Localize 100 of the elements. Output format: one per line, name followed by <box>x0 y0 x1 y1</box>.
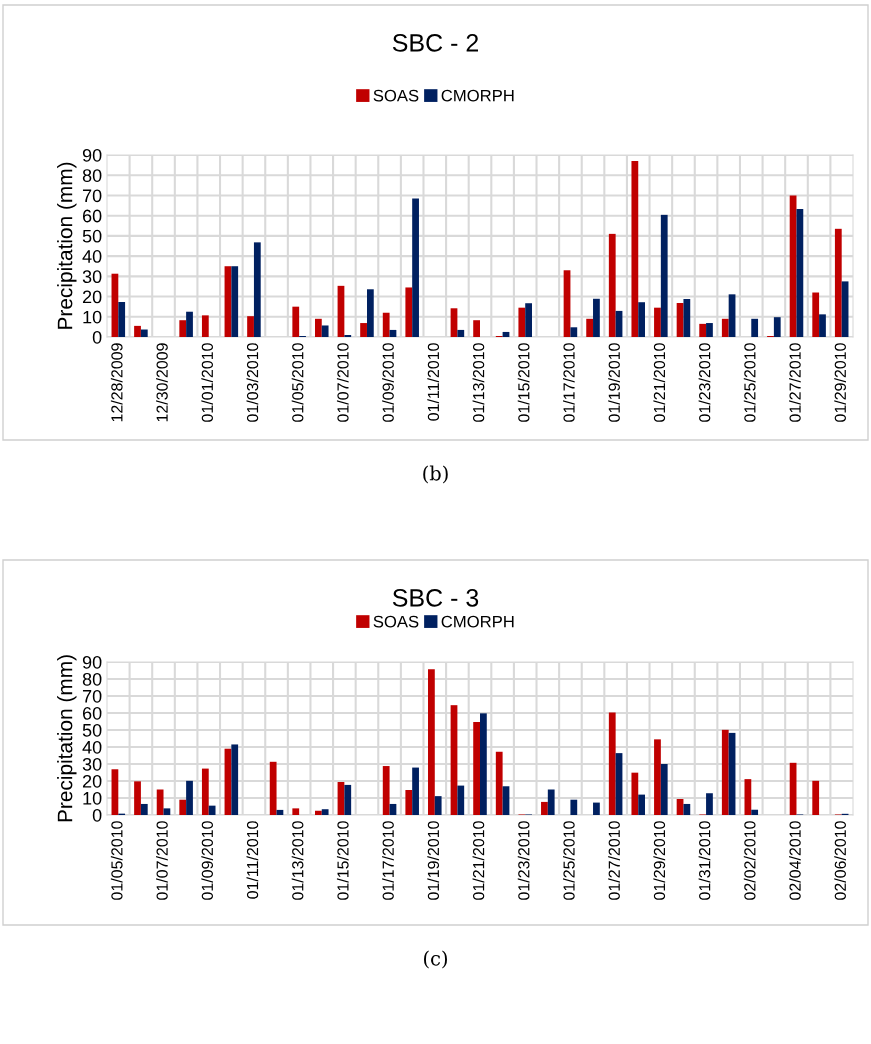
y-tick-label: 90 <box>82 655 102 669</box>
y-tick-label: 20 <box>82 290 102 304</box>
text: (b) <box>423 465 448 484</box>
bar <box>163 808 171 815</box>
y-axis-title: Precipitation (mm) <box>57 162 77 329</box>
x-tick-label: 01/03/2010 <box>246 343 259 422</box>
x-tick-label: 01/07/2010 <box>156 821 168 900</box>
bar <box>412 198 419 337</box>
bar <box>541 801 548 815</box>
bar <box>231 266 239 337</box>
x-tick-label: 02/06/2010 <box>834 821 846 900</box>
bar <box>834 228 842 337</box>
bar <box>819 314 826 337</box>
x-tick-label: 01/11/2010 <box>246 821 259 899</box>
chart-title: SBC - 2 <box>392 34 479 52</box>
x-tick-label: 01/25/2010 <box>743 343 756 422</box>
bar <box>593 298 600 337</box>
x-tick-label: 01/05/2010 <box>110 821 123 900</box>
legend-label: CMORPH <box>441 89 514 102</box>
bar <box>428 669 435 815</box>
y-tick-label: 80 <box>82 169 102 182</box>
x-tick-label: 01/17/2010 <box>562 343 575 422</box>
y-tick-label: 0 <box>92 330 102 344</box>
y-tick-label: 10 <box>83 791 102 805</box>
x-tick-label: 01/27/2010 <box>789 343 801 422</box>
bar <box>457 329 465 337</box>
bar <box>321 809 329 815</box>
bar <box>247 316 254 337</box>
bar <box>434 796 442 815</box>
x-tick-label: 02/02/2010 <box>743 821 756 900</box>
bar <box>683 298 691 337</box>
x-tick-label: 01/15/2010 <box>336 821 349 900</box>
bar <box>721 729 729 815</box>
y-tick-label: 60 <box>82 706 102 720</box>
bar <box>473 320 480 337</box>
bar <box>344 334 352 337</box>
x-tick-label: 01/19/2010 <box>608 343 620 422</box>
bar <box>638 302 646 337</box>
bar <box>608 712 616 815</box>
x-tick-label: 01/29/2010 <box>653 821 666 900</box>
x-tick-label: 01/27/2010 <box>608 821 620 900</box>
bar <box>796 208 804 337</box>
bar <box>773 317 781 337</box>
bar <box>751 809 759 815</box>
bar <box>412 767 419 815</box>
bar <box>314 318 322 337</box>
bar <box>570 327 578 337</box>
bar <box>360 323 367 337</box>
x-tick-label: 01/23/2010 <box>517 821 530 900</box>
bar <box>593 802 600 815</box>
bar <box>744 779 752 815</box>
bar <box>118 302 126 337</box>
bar <box>186 780 193 815</box>
bar <box>706 793 713 815</box>
bar <box>721 318 729 337</box>
x-tick-label: 01/29/2010 <box>834 343 846 422</box>
x-tick-label: 01/15/2010 <box>517 343 530 422</box>
bar <box>518 307 526 337</box>
x-tick-label: 02/04/2010 <box>789 821 801 900</box>
x-tick-label: 01/25/2010 <box>562 821 575 900</box>
y-tick-label: 80 <box>82 672 102 686</box>
bar <box>654 739 661 815</box>
bar <box>140 803 148 815</box>
bar <box>382 312 390 337</box>
y-tick-label: 30 <box>82 270 102 284</box>
y-tick-label: 50 <box>82 229 102 243</box>
bar <box>654 307 661 337</box>
bar <box>608 233 616 337</box>
y-tick-label: 70 <box>82 189 102 203</box>
x-tick-label: 01/21/2010 <box>472 821 485 900</box>
bar <box>201 768 209 815</box>
x-tick-label: 12/30/2009 <box>156 343 168 422</box>
bar <box>495 751 503 815</box>
bar <box>140 329 148 337</box>
bar <box>638 794 646 815</box>
y-tick-label: 70 <box>82 689 102 703</box>
x-tick-label: 01/23/2010 <box>698 343 711 422</box>
bar <box>201 315 209 337</box>
x-tick-label: 01/01/2010 <box>201 343 214 422</box>
bar <box>812 292 820 337</box>
x-tick-label: 01/31/2010 <box>698 821 711 900</box>
bar <box>473 722 480 815</box>
y-tick-label: 60 <box>82 209 102 223</box>
y-tick-label: 90 <box>82 148 102 162</box>
x-tick-label: 12/28/2009 <box>110 343 123 422</box>
legend-label: CMORPH <box>441 615 514 628</box>
bar <box>186 311 193 337</box>
x-tick-label: 01/13/2010 <box>291 821 304 900</box>
bar <box>179 799 187 815</box>
bar <box>405 287 413 337</box>
bar <box>660 214 668 337</box>
x-tick-label: 01/09/2010 <box>382 343 394 422</box>
text: (c) <box>424 950 447 969</box>
x-tick-label: 01/21/2010 <box>653 343 666 422</box>
y-tick-label: 20 <box>82 774 102 788</box>
bar <box>292 808 300 815</box>
bar <box>366 289 374 337</box>
bar <box>231 744 239 815</box>
bar <box>631 772 639 815</box>
bar <box>179 320 187 337</box>
